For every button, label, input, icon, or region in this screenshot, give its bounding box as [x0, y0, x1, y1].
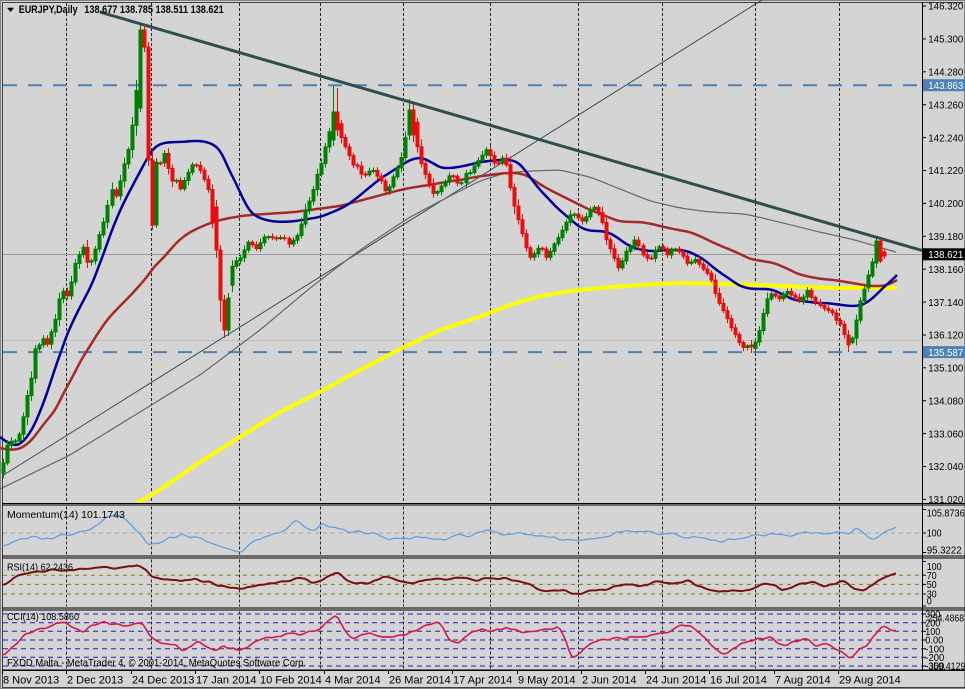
svg-text:105.8736: 105.8736	[927, 508, 965, 520]
svg-text:24 Jun 2014: 24 Jun 2014	[646, 674, 707, 686]
svg-text:136.120: 136.120	[928, 330, 963, 342]
svg-text:10 Feb 2014: 10 Feb 2014	[260, 674, 322, 686]
svg-text:-200: -200	[925, 652, 944, 664]
svg-text:9 May 2014: 9 May 2014	[518, 674, 575, 686]
svg-text:145.300: 145.300	[928, 34, 963, 46]
svg-text:138.621: 138.621	[928, 249, 963, 261]
svg-text:-300: -300	[925, 661, 944, 673]
svg-text:132.040: 132.040	[928, 461, 963, 473]
svg-text:142.240: 142.240	[928, 132, 963, 144]
svg-text:2 Dec 2013: 2 Dec 2013	[67, 674, 123, 686]
svg-text:100: 100	[927, 561, 942, 573]
svg-text:139.180: 139.180	[928, 231, 963, 243]
svg-text:0: 0	[927, 596, 932, 608]
svg-text:144.280: 144.280	[928, 66, 963, 78]
svg-text:137.140: 137.140	[928, 297, 963, 309]
svg-text:2 Jun 2014: 2 Jun 2014	[582, 674, 636, 686]
svg-text:100: 100	[927, 528, 942, 540]
svg-text:134.080: 134.080	[928, 395, 963, 407]
svg-text:16 Jul 2014: 16 Jul 2014	[710, 674, 767, 686]
svg-text:138.160: 138.160	[928, 264, 963, 276]
svg-text:254.4868: 254.4868	[928, 613, 964, 625]
svg-text:200: 200	[925, 617, 940, 629]
svg-text:Momentum(14) 101.1743: Momentum(14) 101.1743	[7, 509, 125, 521]
svg-text:7 Aug 2014: 7 Aug 2014	[775, 674, 831, 686]
svg-text:17 Jan 2014: 17 Jan 2014	[196, 674, 257, 686]
svg-text:FXDD Malta - MetaTrader 4, © 2: FXDD Malta - MetaTrader 4, © 2001-2014, …	[7, 657, 306, 669]
svg-text:141.220: 141.220	[928, 165, 963, 177]
svg-text:133.060: 133.060	[928, 428, 963, 440]
svg-text:140.200: 140.200	[928, 198, 963, 210]
svg-text:300: 300	[925, 609, 940, 621]
svg-text:143.863: 143.863	[928, 80, 963, 92]
svg-text:8 Nov 2013: 8 Nov 2013	[3, 674, 59, 686]
svg-text:-359.4129: -359.4129	[926, 661, 965, 673]
svg-text:17 Apr 2014: 17 Apr 2014	[453, 674, 512, 686]
svg-text:0.00: 0.00	[925, 635, 943, 647]
svg-text:-100: -100	[925, 643, 944, 655]
svg-text:29 Aug 2014: 29 Aug 2014	[839, 674, 901, 686]
svg-text:135.587: 135.587	[928, 347, 963, 359]
svg-text:CCI(14) 108.5860: CCI(14) 108.5860	[7, 611, 79, 623]
svg-text:138.677 138.785 138.511 138.62: 138.677 138.785 138.511 138.621	[84, 4, 223, 16]
svg-text:95.3222: 95.3222	[927, 545, 962, 557]
svg-text:100: 100	[925, 626, 940, 638]
svg-text:EURJPY,Daily: EURJPY,Daily	[19, 4, 79, 16]
svg-text:146.320: 146.320	[928, 1, 963, 13]
svg-text:RSI(14) 62.2436: RSI(14) 62.2436	[7, 562, 73, 574]
svg-text:135.100: 135.100	[928, 363, 963, 375]
svg-text:143.260: 143.260	[928, 99, 963, 111]
svg-text:50: 50	[927, 579, 937, 591]
svg-text:70: 70	[927, 570, 937, 582]
svg-text:4 Mar 2014: 4 Mar 2014	[325, 674, 381, 686]
svg-text:30: 30	[927, 589, 937, 601]
svg-text:24 Dec 2013: 24 Dec 2013	[132, 674, 194, 686]
svg-text:131.020: 131.020	[928, 494, 963, 506]
svg-text:26 Mar 2014: 26 Mar 2014	[389, 674, 451, 686]
